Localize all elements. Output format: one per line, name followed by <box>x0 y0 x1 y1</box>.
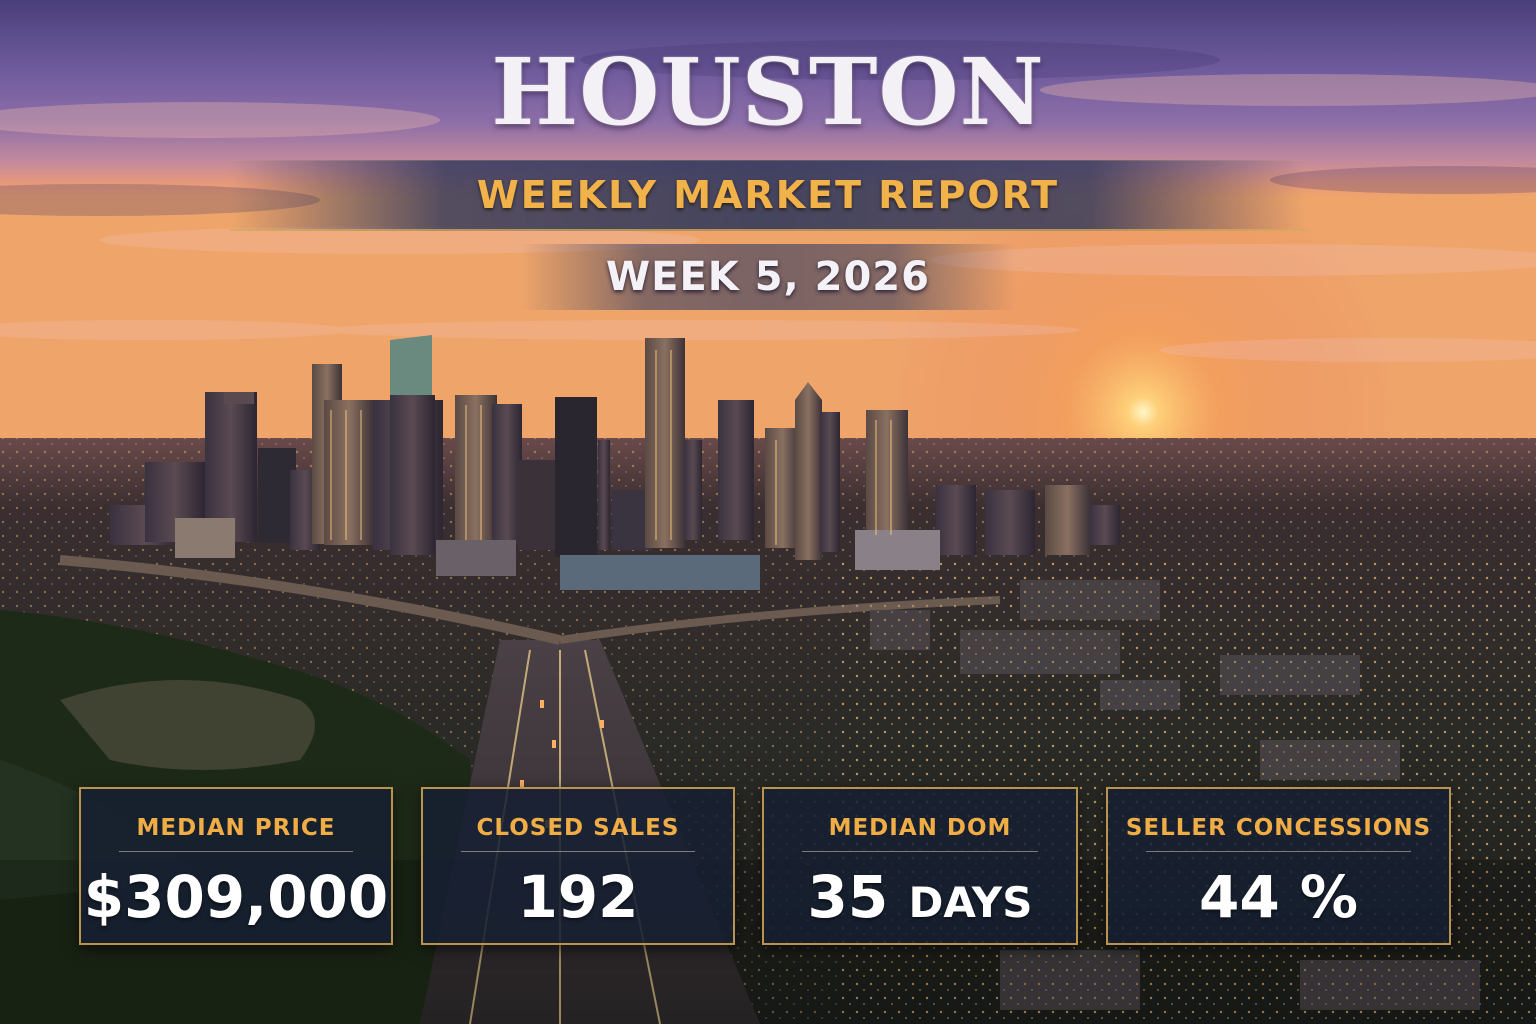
stat-card-closed-sales: CLOSED SALES 192 <box>421 787 735 945</box>
stat-value: 192 <box>423 863 733 931</box>
stat-number: $309,000 <box>83 863 389 931</box>
stat-label: MEDIAN PRICE <box>136 815 336 841</box>
stat-card-median-price: MEDIAN PRICE $309,000 <box>79 787 393 945</box>
stat-value: $309,000 <box>81 863 391 931</box>
divider <box>119 851 353 852</box>
week-label: WEEK 5, 2026 <box>606 254 930 300</box>
divider <box>461 851 695 852</box>
stat-label: SELLER CONCESSIONS <box>1125 815 1432 841</box>
stat-unit: % <box>1299 863 1359 931</box>
divider <box>1146 851 1411 852</box>
week-plate: WEEK 5, 2026 <box>520 244 1016 310</box>
stat-unit: DAYS <box>908 878 1033 927</box>
divider <box>802 851 1038 852</box>
stat-number: 44 <box>1198 863 1280 931</box>
stat-value: 44 % <box>1108 863 1449 931</box>
report-title-banner: WEEKLY MARKET REPORT <box>230 160 1306 231</box>
report-title: WEEKLY MARKET REPORT <box>476 173 1060 217</box>
stat-number: 35 <box>807 863 889 931</box>
city-title: HOUSTON <box>491 38 1045 146</box>
stat-label: MEDIAN DOM <box>828 815 1012 841</box>
stat-card-seller-concessions: SELLER CONCESSIONS 44 % <box>1106 787 1451 945</box>
stat-card-median-dom: MEDIAN DOM 35 DAYS <box>762 787 1078 945</box>
stat-label: CLOSED SALES <box>476 815 680 841</box>
stat-value: 35 DAYS <box>764 863 1076 931</box>
stat-number: 192 <box>517 863 639 931</box>
